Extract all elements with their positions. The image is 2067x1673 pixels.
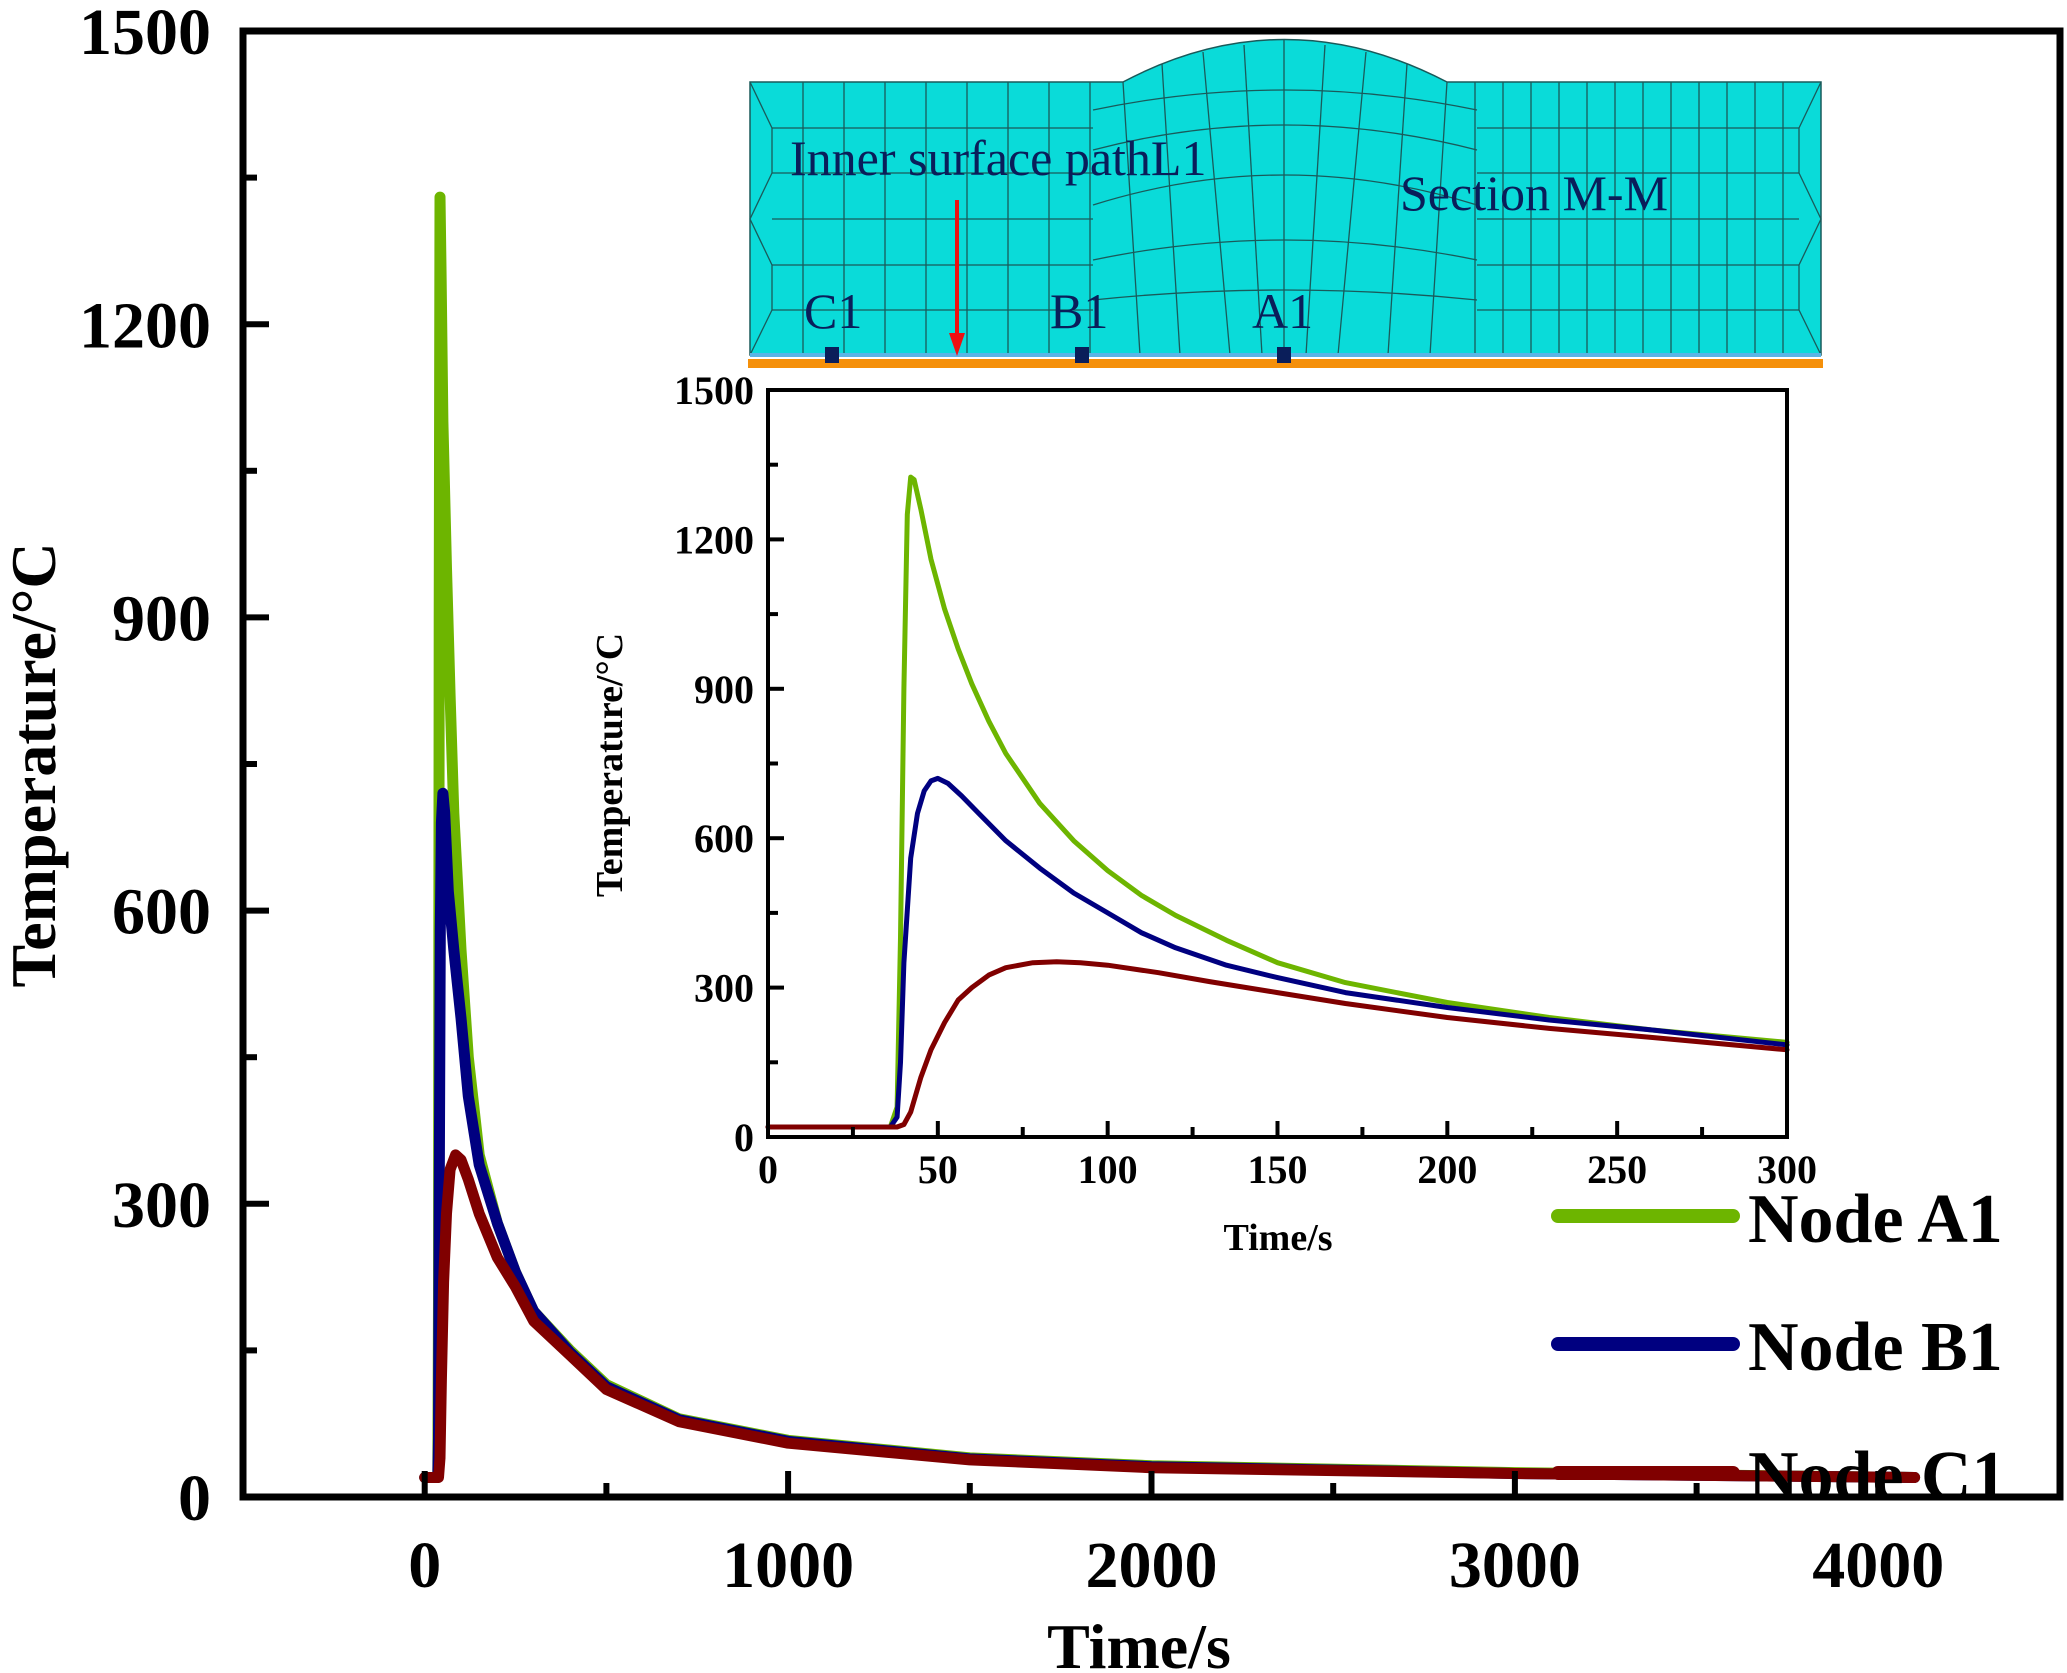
mesh-diagram <box>748 38 1823 368</box>
inset-series-node-c1 <box>765 959 1790 1130</box>
legend-item-node-b1: Node B1 <box>1551 1309 2003 1386</box>
main-x-tick-label: 3000 <box>1449 1529 1581 1602</box>
mesh-path-label: Inner surface pathL1 <box>790 130 1206 186</box>
main-x-tick-label: 2000 <box>1086 1529 1218 1602</box>
inset-y-axis-title: Temperature/°C <box>589 633 631 897</box>
inset-y-tick-label: 900 <box>694 667 754 712</box>
mesh-node-marker-c1 <box>825 347 839 363</box>
mesh-grid-line <box>1092 89 1478 111</box>
inset-x-tick-label: 300 <box>1757 1147 1817 1192</box>
inset-axes <box>766 388 1789 1139</box>
inset-y-tick-label: 1200 <box>674 517 754 562</box>
mesh-node-label-c1: C1 <box>804 283 862 339</box>
legend-item-node-a1: Node A1 <box>1551 1181 2003 1258</box>
mesh-grid-line <box>749 81 773 356</box>
inset-y-tick-label: 300 <box>694 966 754 1011</box>
legend-label-node-a1: Node A1 <box>1748 1181 2003 1258</box>
main-axes <box>239 27 2064 1501</box>
inset-x-tick-label: 150 <box>1248 1147 1308 1192</box>
inset-series-lines <box>765 474 1790 1130</box>
main-y-tick-label: 0 <box>178 1462 211 1535</box>
main-y-axis-title: Temperature/°C <box>0 542 69 987</box>
mesh-grid-line <box>1092 124 1478 151</box>
main-y-tick-label: 900 <box>112 583 211 656</box>
inset-x-axis-title: Time/s <box>1223 1217 1332 1259</box>
inset-x-tick-label: 200 <box>1417 1147 1477 1192</box>
mesh-section-label: Section M-M <box>1400 165 1668 221</box>
mesh-node-label-b1: B1 <box>1050 283 1108 339</box>
main-series-node-c1 <box>419 1149 1921 1483</box>
mesh-node-marker-b1 <box>1075 347 1089 363</box>
inset-series-node-b1 <box>765 775 1790 1130</box>
inset-chart: 0 50 100 150 200 250 300 0 300 600 900 1200 1500 Tim… <box>589 368 1817 1259</box>
inset-y-tick-label: 1500 <box>674 368 754 413</box>
mesh-grid-line <box>1798 81 1822 356</box>
inset-tick-labels: 0 50 100 150 200 250 300 0 300 600 900 1200 1500 <box>674 368 1817 1192</box>
mesh-grid-line <box>1161 63 1181 356</box>
main-x-tick-label: 1000 <box>722 1529 854 1602</box>
mesh-grid-line <box>1122 81 1141 356</box>
mesh-grid-line <box>1243 44 1263 356</box>
mesh-grid-line <box>1092 289 1478 301</box>
inset-x-tick-label: 50 <box>918 1147 958 1192</box>
legend: Node A1 Node B1 Node C1 <box>1551 1181 2007 1515</box>
mesh-grid-line <box>1092 239 1478 261</box>
mesh-grid-line <box>1092 174 1478 206</box>
legend-item-node-c1: Node C1 <box>1551 1438 2007 1515</box>
main-x-tick-label: 0 <box>408 1529 441 1602</box>
inset-y-tick-label: 0 <box>734 1115 754 1160</box>
inset-x-tick-label: 0 <box>758 1147 778 1192</box>
mesh-node-marker-a1 <box>1277 347 1291 363</box>
main-y-tick-label: 300 <box>112 1169 211 1242</box>
legend-label-node-b1: Node B1 <box>1748 1309 2003 1386</box>
path-arrow-icon <box>949 333 965 356</box>
legend-label-node-c1: Node C1 <box>1748 1438 2007 1515</box>
inset-x-tick-label: 250 <box>1587 1147 1647 1192</box>
inset-y-tick-label: 600 <box>694 816 754 861</box>
main-x-axis-title: Time/s <box>1047 1611 1231 1673</box>
mesh-grid-line <box>1305 44 1326 356</box>
mesh-grid-line <box>1387 63 1408 356</box>
mesh-grid-line <box>1429 81 1448 356</box>
main-y-tick-label: 1500 <box>79 0 211 69</box>
inset-background <box>768 390 1787 1137</box>
main-y-tick-label: 1200 <box>79 289 211 362</box>
mesh-surface-path <box>748 359 1823 368</box>
inset-x-tick-label: 100 <box>1078 1147 1138 1192</box>
mesh-grid-line <box>1202 51 1231 356</box>
mesh-node-label-a1: A1 <box>1252 283 1313 339</box>
mesh-body <box>749 38 1822 356</box>
mesh-grid-line <box>1337 51 1367 356</box>
inset-series-node-a1 <box>765 474 1790 1130</box>
main-series-lines <box>419 191 1921 1483</box>
main-y-tick-label: 600 <box>112 876 211 949</box>
main-x-tick-label: 4000 <box>1812 1529 1944 1602</box>
